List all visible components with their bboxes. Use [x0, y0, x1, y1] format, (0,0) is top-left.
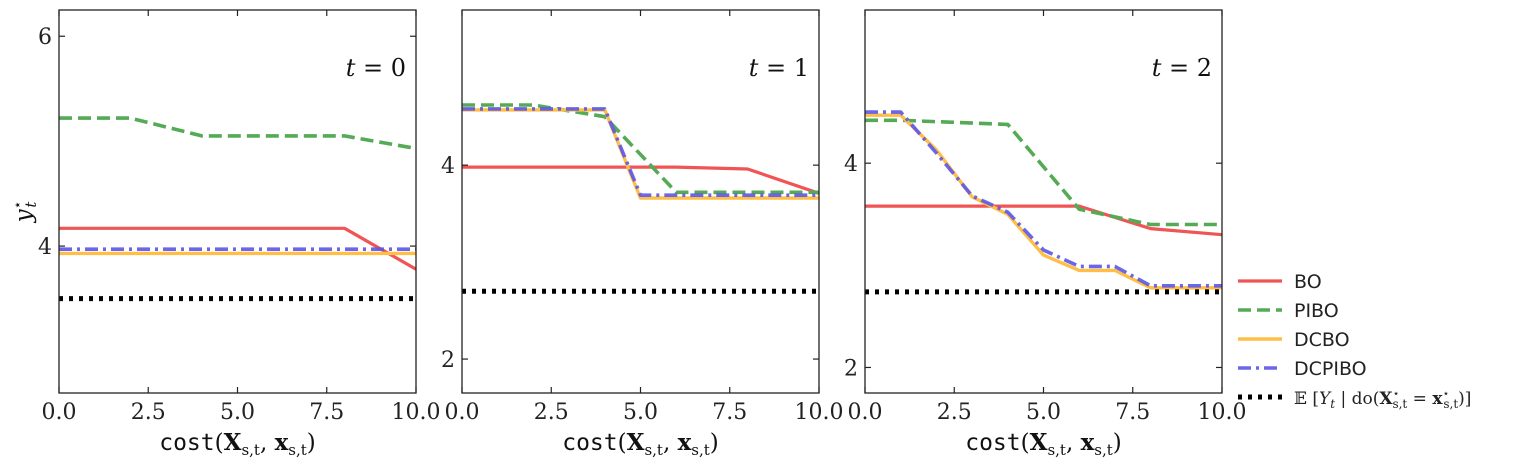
series-line-pibo [865, 118, 1222, 227]
x-tick-label: 0.0 [42, 400, 77, 425]
x-tick-label: 0.0 [848, 400, 883, 425]
legend-item-bo: BO [1238, 271, 1322, 293]
x-tick-label: 2.5 [534, 400, 569, 425]
panel-label: t = 2 [1152, 54, 1212, 82]
chart-panel-1: 0.0 2.5 5.0 7.5 10.0 2 4 t = 1 cost(Xs,t, xs,t) [441, 9, 844, 459]
x-axis-label: cost(Xs,t, xs,t) [159, 429, 316, 459]
y-tick-label: 4 [38, 235, 52, 260]
x-tick-label: 10.0 [795, 400, 844, 425]
x-tick-label: 5.0 [1026, 400, 1061, 425]
legend-label: BO [1294, 271, 1322, 293]
legend-label: DCBO [1294, 329, 1350, 351]
x-tick-label: 2.5 [937, 400, 972, 425]
series-line-dcbo [865, 113, 1222, 290]
y-tick-label: 2 [441, 348, 455, 373]
panel-label: t = 0 [346, 54, 406, 82]
chart-panel-0: 0.0 2.5 5.0 7.5 10.0 4 6 t = 0 cost(Xs,t, xs,t) y… [10, 9, 441, 459]
legend-label: PIBO [1294, 300, 1339, 322]
legend-label: 𝔼 [Yt | do(X⋆ s,t = x⋆ s,t)] [1294, 387, 1471, 411]
series-line-dcpibo [865, 110, 1222, 288]
y-tick-label: 2 [844, 356, 858, 381]
x-tick-label: 2.5 [131, 400, 166, 425]
series-group [59, 116, 416, 302]
panel-label: t = 1 [749, 54, 809, 82]
x-axis-label: cost(Xs,t, xs,t) [965, 429, 1122, 459]
series-line-bo [865, 204, 1222, 237]
x-tick-label: 5.0 [220, 400, 255, 425]
legend-label: DCPIBO [1294, 358, 1367, 380]
series-group [462, 103, 819, 294]
series-line-dcpibo [462, 107, 819, 197]
chart-panel-2: 0.0 2.5 5.0 7.5 10.0 2 4 t = 2 cost(Xs,t, xs,t) [844, 9, 1247, 459]
x-axis-label: cost(Xs,t, xs,t) [562, 429, 719, 459]
legend-item-dcbo: DCBO [1238, 329, 1350, 351]
x-tick-label: 0.0 [445, 400, 480, 425]
y-tick-label: 4 [844, 152, 858, 177]
x-tick-label: 5.0 [623, 400, 658, 425]
series-group [865, 110, 1222, 295]
legend-item-target: 𝔼 [Yt | do(X⋆ s,t = x⋆ s,t)] [1238, 387, 1471, 411]
chart-legend: BO PIBO DCBO DCPIBO 𝔼 [Yt | do(X⋆ s,t = x⋆ s,t… [1238, 271, 1471, 411]
y-axis-label: y⋆t [10, 201, 40, 224]
x-tick-label: 7.5 [309, 400, 344, 425]
y-tick-label: 6 [38, 25, 52, 50]
series-line-pibo [59, 116, 416, 151]
x-tick-label: 7.5 [1115, 400, 1150, 425]
legend-item-dcpibo: DCPIBO [1238, 358, 1367, 380]
chart-panels: 0.0 2.5 5.0 7.5 10.0 4 6 t = 0 cost(Xs,t, xs,t) y… [10, 9, 1247, 459]
x-tick-label: 10.0 [1198, 400, 1247, 425]
x-tick-label: 10.0 [392, 400, 441, 425]
y-tick-label: 4 [441, 154, 455, 179]
series-line-pibo [462, 103, 819, 195]
series-line-bo [59, 226, 416, 271]
series-line-bo [462, 165, 819, 195]
x-tick-label: 7.5 [712, 400, 747, 425]
legend-item-pibo: PIBO [1238, 300, 1339, 322]
